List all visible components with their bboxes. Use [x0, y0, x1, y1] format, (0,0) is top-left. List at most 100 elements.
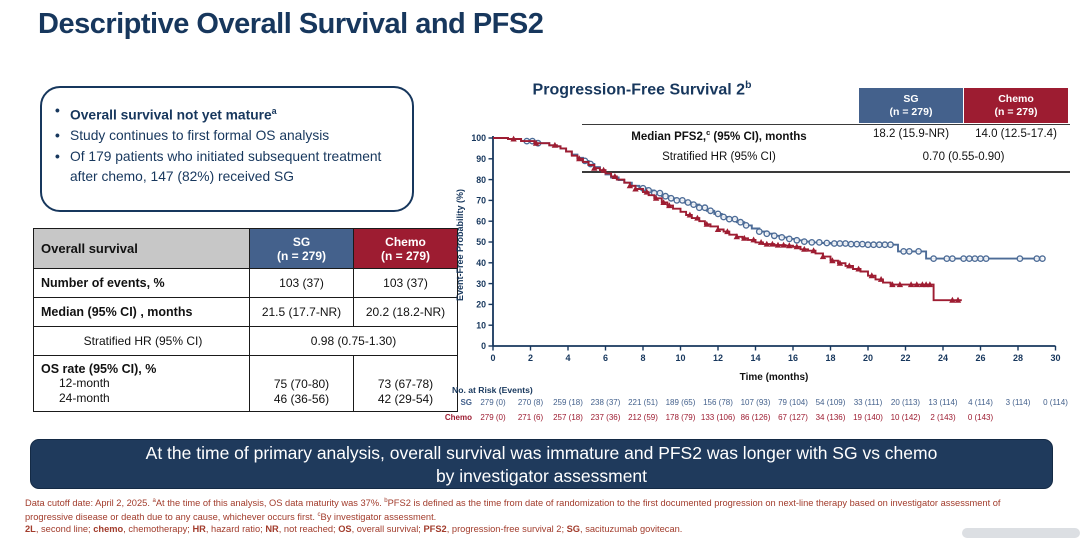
conclusion-banner: At the time of primary analysis, overall… — [30, 439, 1053, 489]
censor-mark-chemo — [626, 182, 634, 189]
censor-mark-sg — [808, 239, 816, 246]
svg-text:8: 8 — [640, 353, 645, 363]
censor-mark-sg — [930, 255, 937, 263]
censor-mark-sg — [853, 240, 861, 248]
risk-value: 238 (37) — [590, 398, 621, 407]
mini-hr-value: 0.70 (0.55-0.90) — [922, 151, 1005, 163]
risk-value: 279 (0) — [480, 413, 506, 422]
risk-value: 67 (127) — [778, 413, 808, 422]
risk-value: 54 (109) — [815, 398, 846, 407]
table-row-os-rate: OS rate (95% CI), % 12-month 24-month 75… — [33, 355, 458, 412]
svg-text:50: 50 — [476, 237, 486, 247]
censor-mark-sg — [971, 255, 979, 263]
censor-mark-sg — [673, 197, 681, 204]
risk-value: 33 (111) — [853, 398, 883, 407]
censor-mark-chemo — [786, 242, 793, 249]
svg-text:6: 6 — [603, 353, 608, 363]
censor-mark-chemo — [694, 214, 701, 221]
censor-mark-chemo — [896, 281, 904, 288]
risk-row-chemo: Chemo 279 (0) 271 (6) 257 (18) 237 (36) 212 … — [445, 413, 1080, 426]
svg-text:4: 4 — [565, 353, 570, 363]
table-row-events: Number of events, % 103 (37) 103 (37) — [33, 268, 458, 298]
risk-value: 178 (79) — [665, 413, 696, 422]
censor-mark-chemo — [801, 245, 808, 252]
risk-value: 10 (142) — [890, 413, 921, 422]
cell-sg-median: 21.5 (17.7-NR) — [249, 297, 354, 327]
censor-mark-chemo — [819, 253, 827, 260]
censor-mark-sg — [887, 241, 894, 249]
censor-mark-sg — [836, 240, 844, 247]
risk-value: 19 (140) — [853, 413, 883, 422]
censor-mark-sg — [731, 215, 739, 223]
censor-mark-chemo — [774, 241, 782, 248]
risk-value: 212 (59) — [628, 413, 658, 422]
svg-text:40: 40 — [476, 258, 486, 268]
censor-mark-chemo — [889, 281, 896, 288]
svg-text:70: 70 — [476, 196, 486, 206]
risk-value: 86 (126) — [740, 413, 771, 422]
censor-mark-chemo — [600, 166, 607, 173]
cell-hr-value: 0.98 (0.75-1.30) — [249, 326, 458, 356]
censor-mark-chemo — [510, 135, 517, 142]
censor-mark-chemo — [780, 241, 787, 248]
svg-text:60: 60 — [476, 216, 486, 226]
curve-chemo — [493, 137, 962, 302]
censor-mark-chemo — [949, 296, 956, 303]
censor-mark-sg — [690, 201, 698, 209]
censor-mark-sg — [881, 241, 889, 249]
risk-value: 107 (93) — [740, 398, 771, 407]
censor-mark-sg — [960, 255, 967, 263]
censor-mark-sg — [678, 197, 686, 204]
footnote-definitions: Data cutoff date: April 2, 2025. aAt the… — [25, 498, 1001, 522]
risk-value: 133 (106) — [700, 413, 736, 422]
censor-mark-sg — [842, 240, 849, 247]
row-label: Stratified HR (95% CI) — [33, 326, 250, 356]
mini-table-rule-bottom — [582, 171, 1070, 173]
censor-mark-sg — [847, 240, 855, 248]
censor-mark-sg — [770, 232, 778, 240]
risk-row-label: SG — [460, 398, 472, 407]
x-axis-label: Time (months) — [739, 372, 809, 383]
censor-mark-chemo — [829, 257, 836, 264]
censor-mark-chemo — [660, 199, 667, 205]
censor-mark-chemo — [763, 240, 770, 247]
svg-text:30: 30 — [476, 279, 486, 289]
overall-survival-table: Overall survival SG (n = 279) Chemo (n = 2… — [33, 228, 458, 412]
censor-mark-sg — [763, 230, 771, 238]
mini-table-chemo-header: Chemo (n = 279) — [964, 88, 1068, 123]
svg-text:90: 90 — [476, 154, 486, 164]
censor-mark-sg — [656, 189, 664, 197]
risk-value: 271 (6) — [517, 413, 544, 422]
risk-value: 259 (18) — [553, 398, 583, 407]
mini-row-median-label: Median PFS2,c (95% CI), months — [631, 128, 807, 143]
row-label: Median (95% CI) , months — [33, 297, 250, 327]
censor-mark-sg — [1016, 255, 1024, 263]
cell-sg-events: 103 (37) — [249, 268, 354, 298]
svg-text:10: 10 — [675, 353, 685, 363]
table-row-median: Median (95% CI) , months 21.5 (17.7-NR) … — [33, 297, 458, 327]
svg-text:10: 10 — [476, 320, 486, 330]
risk-value: 221 (51) — [628, 398, 658, 407]
censor-mark-sg — [905, 248, 913, 255]
svg-text:22: 22 — [900, 353, 910, 363]
svg-text:18: 18 — [825, 353, 835, 363]
cell-chemo-median: 20.2 (18.2-NR) — [353, 297, 458, 327]
censor-mark-sg — [695, 204, 703, 212]
risk-value: 237 (36) — [590, 413, 621, 422]
bullet-subsequent-treatment: Of 179 patients who initiated subsequent… — [55, 147, 404, 188]
row-label: Number of events, % — [33, 268, 250, 298]
svg-text:Event-Free Probability (%): Event-Free Probability (%) — [455, 189, 465, 301]
censor-mark-sg — [737, 218, 744, 226]
risk-value: 34 (136) — [815, 413, 846, 422]
km-plot: 0 10 20 30 40 50 60 70 80 90 100 0 2 4 6 8 10 12 14 16 18 20 2… — [452, 128, 1072, 380]
svg-text:20: 20 — [863, 353, 873, 363]
cell-chemo-rates: 73 (67-78) 42 (29-54) — [353, 355, 458, 412]
censor-mark-chemo — [954, 296, 962, 303]
risk-value: 257 (18) — [553, 413, 583, 422]
risk-table-header: No. at Risk (Events) — [452, 385, 533, 395]
mini-table-sg-header: SG (n = 279) — [859, 88, 963, 123]
censor-mark-sg — [742, 222, 750, 229]
svg-text:80: 80 — [476, 175, 486, 185]
